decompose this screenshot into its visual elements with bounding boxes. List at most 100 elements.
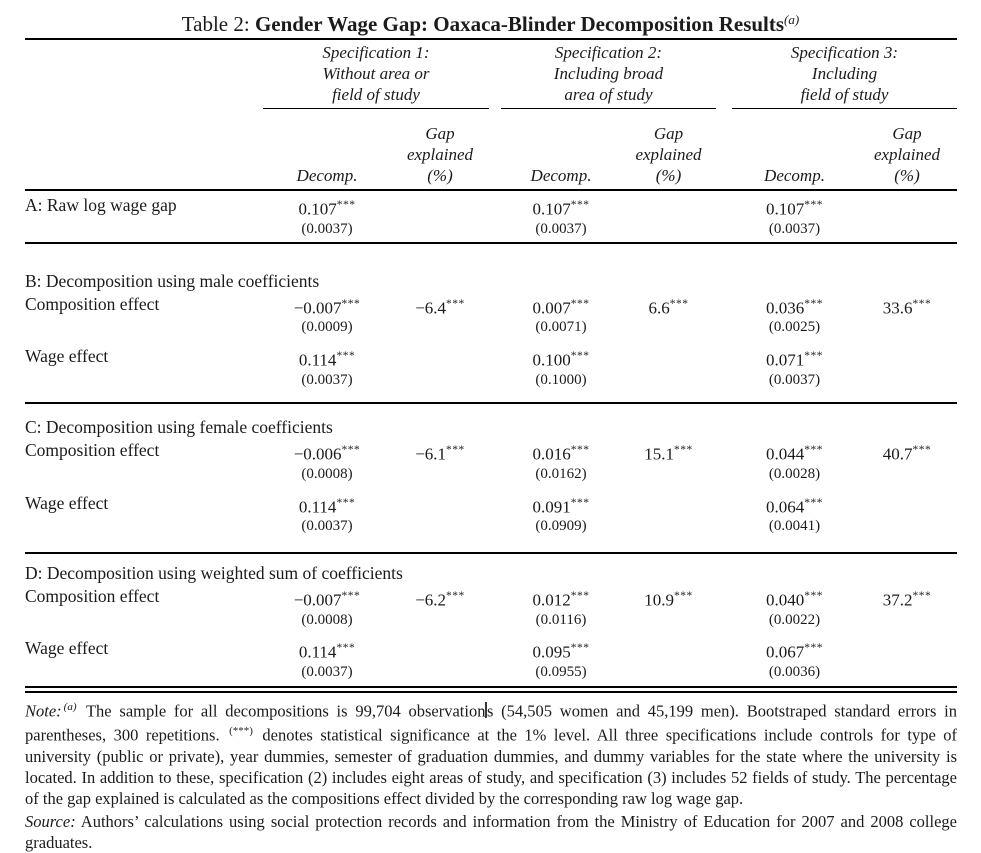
note-text: s (54,505 women and 45,199 men). Bootstr…	[25, 701, 957, 745]
significance-stars: ***	[804, 443, 823, 456]
row-label: A: Raw log wage gap	[25, 195, 177, 215]
gap-explained-value: −6.2	[415, 590, 447, 610]
significance-stars: ***	[570, 641, 590, 654]
spec2-line1: Specification 2:	[554, 43, 663, 62]
significance-stars: ***	[570, 199, 590, 211]
significance-stars: ***	[674, 443, 693, 456]
decomp-value: 0.114	[298, 497, 337, 517]
decomp-value: −0.007	[293, 590, 342, 610]
significance-stars: ***	[804, 641, 823, 654]
source-paragraph: Source: Authors’ calculations using soci…	[25, 811, 957, 853]
significance-stars: ***	[446, 590, 465, 603]
decomp-value: −0.007	[293, 298, 342, 318]
decomp-value: 0.036	[766, 298, 805, 318]
note-text: denotes statistical significance at the …	[25, 725, 957, 808]
text-cursor	[485, 702, 487, 719]
decomp-value: 0.114	[298, 642, 337, 662]
gap-explained-cell: 40.7***	[857, 440, 957, 484]
std-error: (0.0041)	[768, 518, 821, 535]
significance-stars: ***	[446, 443, 465, 456]
std-error: (0.0022)	[768, 611, 821, 628]
note-footnote-marker: (a)	[63, 700, 77, 713]
decomp-value: 0.071	[766, 350, 805, 370]
header-rule	[25, 189, 957, 191]
decomp-cell: 0.067*** (0.0036)	[732, 638, 857, 682]
significance-stars: ***	[912, 590, 932, 603]
col-header-decomp-1: Decomp.	[296, 166, 358, 185]
decomp-cell: 0.016*** (0.0162)	[501, 440, 621, 484]
col-header-gap-2: Gap explained (%)	[621, 123, 716, 186]
table-row-composition: Composition effect −0.007 *** (0.0009) −6…	[25, 292, 957, 338]
significance-stars: ***	[804, 350, 823, 363]
spec2-underline	[501, 108, 716, 111]
std-error: (0.0008)	[301, 465, 353, 482]
decomp-cell: 0.012*** (0.0116)	[501, 586, 621, 630]
decomposition-table: Specification 1: Without area or field o…	[25, 38, 957, 693]
std-error: (0.0955)	[535, 663, 587, 680]
note-text: The sample for all decompositions is 99,…	[78, 701, 486, 721]
significance-stars: ***	[336, 496, 356, 509]
col-header-gap-3: Gap explained (%)	[857, 123, 957, 186]
gap-header-line3: (%)	[427, 166, 453, 185]
note-label: Note:	[25, 701, 62, 721]
decomp-cell: 0.064*** (0.0041)	[732, 493, 857, 537]
decomp-value: 0.012	[532, 590, 571, 610]
std-error: (0.0008)	[301, 611, 353, 628]
std-error: (0.0009)	[301, 319, 353, 336]
decomp-cell: 0.007*** (0.0071)	[501, 294, 621, 338]
gap-explained-value: 33.6	[882, 298, 913, 318]
col-header-decomp-3: Decomp.	[764, 166, 825, 185]
top-rule	[25, 38, 957, 40]
decomp-cell: 0.107*** (0.0037)	[501, 195, 621, 239]
decomp-value: 0.067	[766, 642, 805, 662]
std-error: (0.0025)	[768, 319, 821, 336]
spec1-underline	[263, 108, 489, 111]
gap-explained-cell: 10.9***	[621, 586, 716, 630]
significance-stars: ***	[446, 297, 465, 310]
gap-explained-cell: 6.6***	[621, 294, 716, 338]
note-paragraph: Note: (a) The sample for all decompositio…	[25, 697, 957, 809]
significance-stars: ***	[336, 350, 356, 363]
decomp-cell: −0.006*** (0.0008)	[263, 440, 391, 484]
significance-stars: ***	[341, 443, 361, 456]
row-label: Wage effect	[25, 346, 109, 367]
std-error: (0.0037)	[301, 663, 353, 680]
panel-rule	[25, 552, 957, 555]
table-title-text: Gender Wage Gap: Oaxaca-Blinder Decompos…	[254, 12, 785, 36]
spec1-line1: Specification 1:	[322, 43, 430, 62]
gap-explained-value: 15.1	[644, 444, 674, 464]
std-error: (0.0036)	[768, 663, 821, 680]
table-row-wage: Wage effect 0.114*** (0.0037) 0.091*** (…	[25, 491, 957, 537]
decomp-value: 0.100	[532, 350, 571, 370]
significance-stars: ***	[804, 199, 823, 211]
decomp-cell: 0.107*** (0.0037)	[732, 195, 857, 239]
gap-header-line3: (%)	[894, 166, 920, 185]
decomp-cell: 0.107*** (0.0037)	[263, 195, 391, 239]
column-header-row: Decomp. Gap explained (%) Decomp. Gap ex…	[25, 123, 957, 186]
spec2-line3: area of study	[564, 85, 653, 104]
decomp-value: 0.091	[532, 497, 571, 517]
panel-rule	[25, 401, 957, 404]
decomp-value: 0.064	[766, 497, 805, 517]
spec2-header: Specification 2: Including broad area of…	[501, 42, 716, 105]
col-header-gap-1: Gap explained (%)	[391, 123, 489, 186]
gap-explained-cell: −6.4***	[391, 294, 489, 338]
table-row-wage: Wage effect 0.114*** (0.0037) 0.100*** (…	[25, 344, 957, 390]
significance-stars: ***	[336, 641, 356, 654]
table-title-footnote-marker: (a)	[784, 12, 800, 27]
significance-stars: ***	[804, 297, 823, 310]
gap-explained-cell: 33.6***	[857, 294, 957, 338]
row-label: Wage effect	[25, 492, 109, 513]
significance-stars: ***	[570, 496, 590, 509]
panel-rule	[25, 241, 957, 244]
spec-header-row: Specification 1: Without area or field o…	[25, 42, 957, 105]
table-title: Table 2: Gender Wage Gap: Oaxaca-Blinder…	[0, 0, 981, 38]
std-error: (0.0037)	[301, 518, 353, 535]
row-label: Composition effect	[25, 586, 160, 607]
std-error: (0.1000)	[535, 371, 587, 388]
panel-d-header-row: D: Decomposition using weighted sum of c…	[25, 554, 957, 584]
std-error: (0.0037)	[301, 371, 353, 388]
std-error: (0.0037)	[301, 220, 353, 237]
row-label: Composition effect	[25, 293, 160, 314]
